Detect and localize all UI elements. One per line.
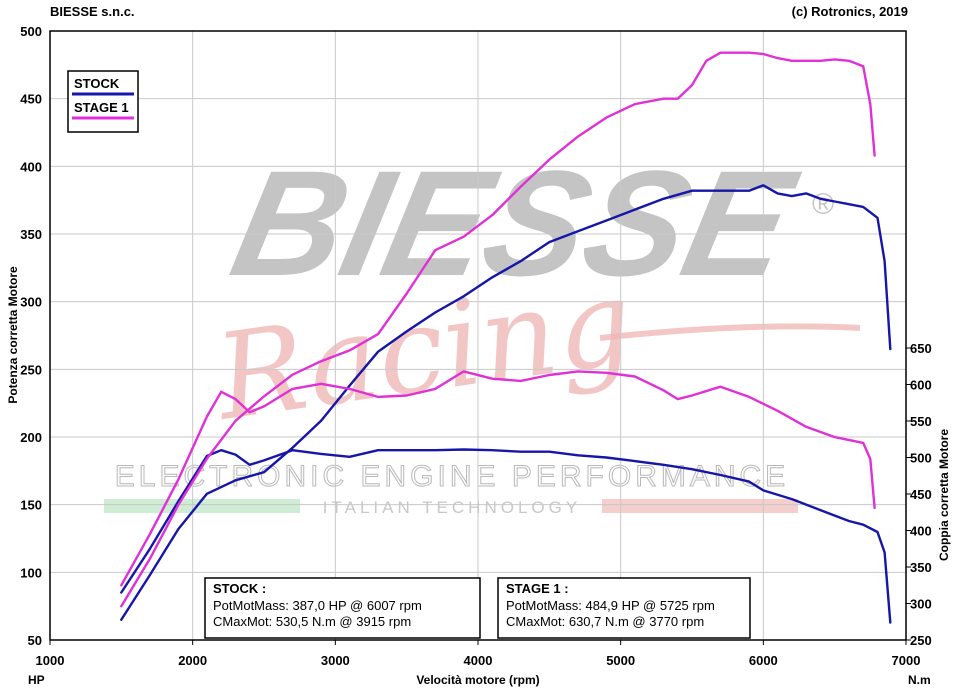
y-right-tick-label-600: 600 [910,378,932,393]
legend-box [67,70,139,133]
x-tick-label-3000: 3000 [321,653,350,668]
y-left-tick-label-300: 300 [20,295,42,310]
watermark-subtag: ITALIAN TECHNOLOGY [323,498,581,517]
y-left-tick-label-200: 200 [20,430,42,445]
y-left-tick-label-500: 500 [20,24,42,39]
ticks: 1000 2000 3000 4000 5000 6000 7000 50 100 150 200 2… [20,24,931,668]
legend-label-stage1: STAGE 1 [74,100,129,115]
y-left-tick-label-250: 250 [20,362,42,377]
x-axis-label: Velocità motore (rpm) [416,673,539,687]
info-box-stock-power: PotMotMass: 387,0 HP @ 6007 rpm [213,598,422,613]
y-right-tick-label-350: 350 [910,560,932,575]
watermark-brand: BIESSE [220,141,809,308]
y-right-tick-label-650: 650 [910,341,932,356]
y-left-tick-label-150: 150 [20,498,42,513]
y-axis-right-label: Coppia corretta Motore [937,429,951,561]
x-tick-label-4000: 4000 [464,653,493,668]
info-box-stage1-title: STAGE 1 : [506,581,569,596]
grid [50,31,906,640]
x-tick-label-1000: 1000 [36,653,65,668]
y-right-tick-label-500: 500 [910,451,932,466]
watermark-green-bar [104,499,300,513]
y-left-tick-label-450: 450 [20,92,42,107]
watermark-registered: ® [812,188,834,221]
info-box-stock-frame [204,577,481,639]
x-tick-label-5000: 5000 [606,653,635,668]
series-stock-torque [120,448,892,624]
y-axis-left-label: Potenza corretta Motore [6,266,20,404]
x-tick-label-2000: 2000 [178,653,207,668]
info-box-stock: STOCK : PotMotMass: 387,0 HP @ 6007 rpm … [204,577,481,639]
header-copyright: (c) Rotronics, 2019 [791,4,908,19]
y-right-tick-label-550: 550 [910,414,932,429]
series-stock-power [120,184,892,621]
x-tick-label-6000: 6000 [749,653,778,668]
info-box-stock-title: STOCK : [213,581,266,596]
curves [120,51,892,624]
watermark: BIESSE ® Racing ELECTRONIC ENGINE PERFOR… [104,141,861,517]
y-right-tick-label-400: 400 [910,524,932,539]
legend-label-stock: STOCK [74,76,120,91]
x-tick-label-7000: 7000 [892,653,921,668]
y-right-tick-label-250: 250 [910,633,932,648]
y-left-tick-label-100: 100 [20,565,42,580]
watermark-swoosh [599,323,861,341]
header-company: BIESSE s.n.c. [50,4,135,19]
legend: STOCK STAGE 1 [67,70,139,133]
y-left-tick-label-50: 50 [28,633,42,648]
y-right-tick-label-450: 450 [910,487,932,502]
y-left-tick-label-400: 400 [20,159,42,174]
unit-left: HP [28,673,45,687]
info-box-stage1-frame [497,577,751,639]
series-stage1-torque [120,370,876,587]
y-right-tick-label-300: 300 [910,597,932,612]
y-left-tick-label-350: 350 [20,227,42,242]
info-box-stage1-torque: CMaxMot: 630,7 N.m @ 3770 rpm [506,614,704,629]
watermark-tagline: ELECTRONIC ENGINE PERFORMANCE [115,460,789,493]
series-stage1-power [120,51,876,608]
info-box-stage1-power: PotMotMass: 484,9 HP @ 5725 rpm [506,598,715,613]
unit-right: N.m [908,673,931,687]
info-box-stock-torque: CMaxMot: 530,5 N.m @ 3915 rpm [213,614,411,629]
info-box-stage1: STAGE 1 : PotMotMass: 484,9 HP @ 5725 rp… [497,577,751,639]
watermark-red-bar [602,499,798,513]
